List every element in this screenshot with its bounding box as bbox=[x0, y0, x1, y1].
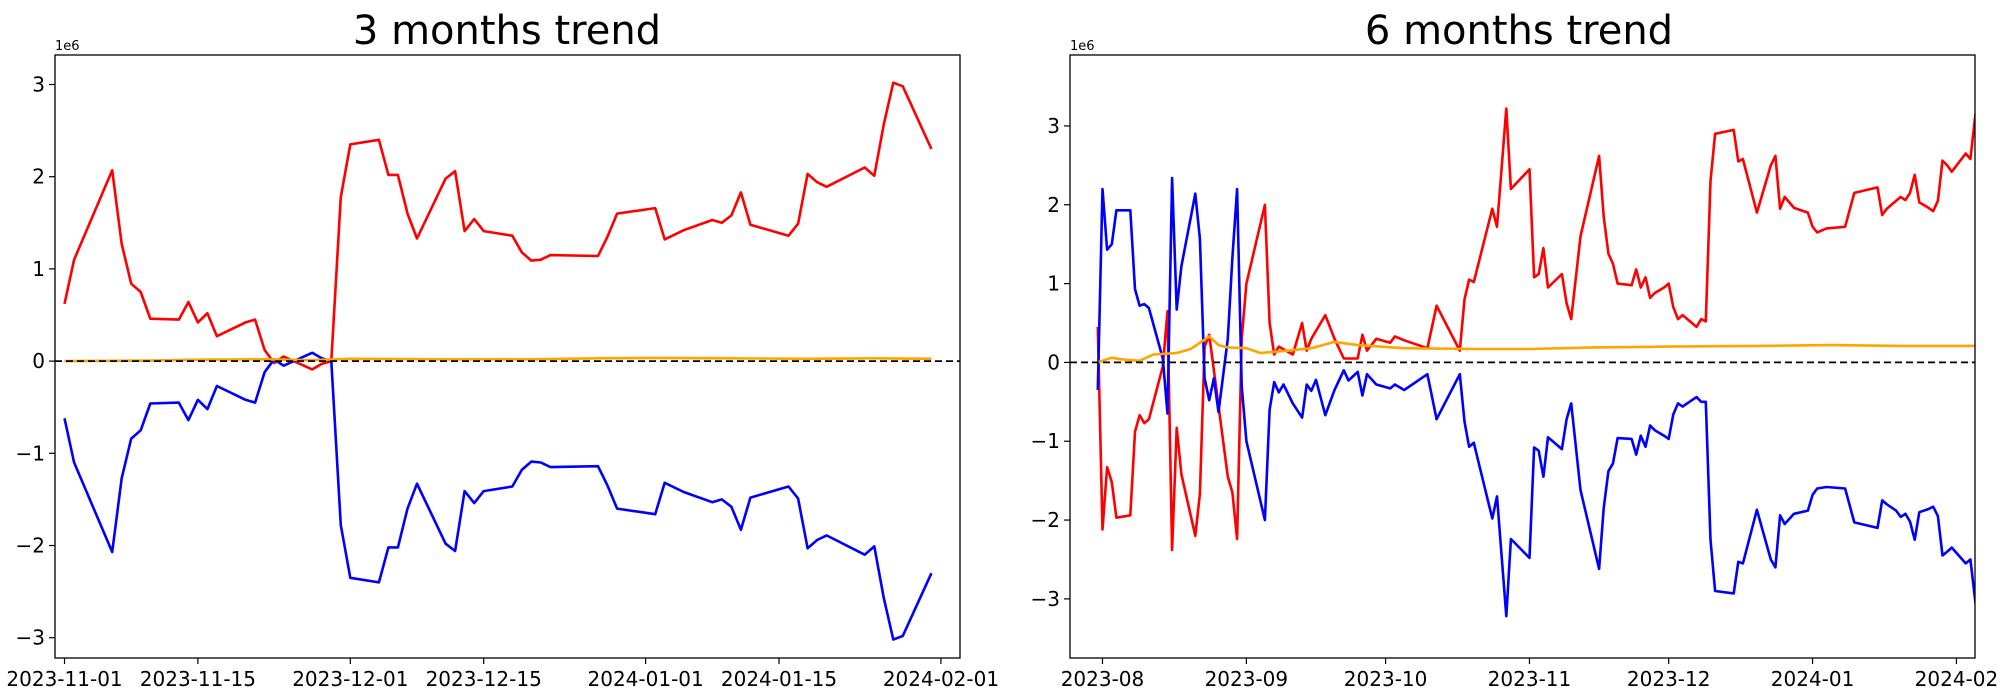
chart-title: 3 months trend bbox=[353, 8, 661, 54]
y-tick-label: −1 bbox=[16, 441, 45, 465]
y-tick-label: −2 bbox=[1031, 508, 1060, 532]
y-tick-label: −1 bbox=[1031, 429, 1060, 453]
y-tick-label: 1 bbox=[1047, 272, 1060, 296]
x-tick-label: 2023-11-15 bbox=[140, 667, 256, 691]
y-tick-label: 3 bbox=[32, 73, 45, 97]
series-line bbox=[1097, 335, 1975, 364]
x-tick-label: 2023-11-01 bbox=[6, 667, 122, 691]
y-tick-label: 2 bbox=[1047, 193, 1060, 217]
y-tick-label: −2 bbox=[16, 534, 45, 558]
x-tick-label: 2024-02 bbox=[1915, 667, 1999, 691]
chart-3-months: 3 months trend 1e6 −3 −2 −1 0 1 2 3 2023-11-01 2… bbox=[6, 8, 999, 691]
y-tick-label: −3 bbox=[1031, 587, 1060, 611]
y-offset-label: 1e6 bbox=[55, 39, 80, 54]
x-tick-label: 2024-01-01 bbox=[588, 667, 704, 691]
x-tick-label: 2023-12 bbox=[1627, 667, 1711, 691]
series-line bbox=[63, 81, 933, 371]
y-offset-label: 1e6 bbox=[1070, 39, 1095, 54]
x-tick-label: 2024-02-01 bbox=[883, 667, 999, 691]
plot-area bbox=[55, 81, 960, 641]
series-line bbox=[1096, 176, 1975, 618]
y-tick-label: −3 bbox=[16, 626, 45, 650]
x-tick-label: 2024-01-15 bbox=[721, 667, 837, 691]
x-tick-label: 2023-10 bbox=[1344, 667, 1428, 691]
x-tick-label: 2023-12-15 bbox=[426, 667, 542, 691]
axes-frame bbox=[54, 54, 961, 659]
axes-frame bbox=[1069, 54, 1976, 659]
plot-area bbox=[1070, 107, 1975, 618]
x-tick-label: 2023-08 bbox=[1061, 667, 1145, 691]
x-tick-label: 2023-12-01 bbox=[292, 667, 408, 691]
chart-title: 6 months trend bbox=[1365, 8, 1673, 54]
series-line bbox=[63, 351, 933, 641]
series-line bbox=[64, 356, 932, 363]
series-line bbox=[1096, 107, 1975, 552]
x-tick-label: 2023-09 bbox=[1205, 667, 1289, 691]
y-tick-label: 1 bbox=[32, 257, 45, 281]
chart-6-months: 6 months trend 1e6 −3 −2 −1 0 1 2 3 2023-08 2023… bbox=[1031, 8, 1999, 691]
y-tick-label: 2 bbox=[32, 165, 45, 189]
x-tick-label: 2024-01 bbox=[1771, 667, 1855, 691]
y-tick-label: 0 bbox=[1047, 350, 1060, 374]
y-tick-label: 0 bbox=[32, 349, 45, 373]
x-tick-label: 2023-11 bbox=[1488, 667, 1572, 691]
y-tick-label: 3 bbox=[1047, 114, 1060, 138]
